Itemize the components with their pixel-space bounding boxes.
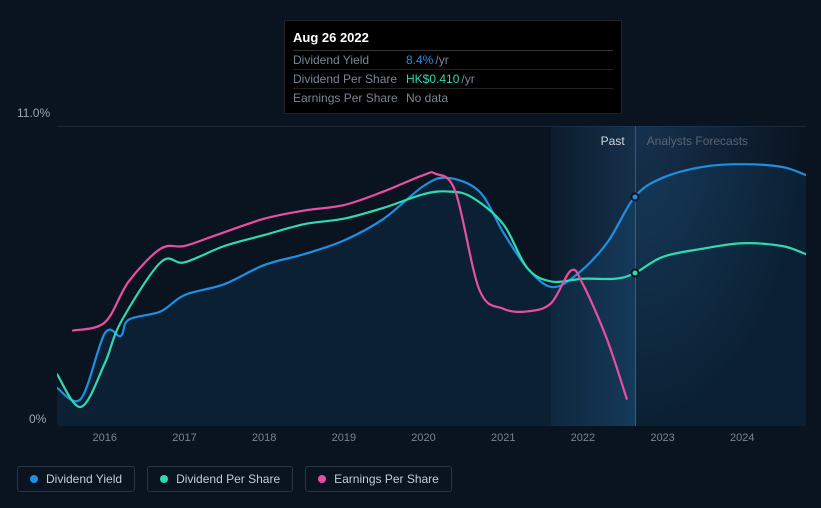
y-axis-max: 11.0% bbox=[17, 106, 50, 120]
x-tick: 2022 bbox=[571, 432, 595, 444]
x-tick: 2018 bbox=[252, 432, 276, 444]
series-area bbox=[57, 164, 806, 426]
x-tick: 2016 bbox=[93, 432, 117, 444]
series-marker bbox=[630, 192, 639, 201]
x-tick: 2024 bbox=[730, 432, 754, 444]
legend: Dividend Yield Dividend Per Share Earnings… bbox=[17, 466, 452, 492]
tooltip-row-unit: /yr bbox=[461, 72, 474, 86]
tooltip-row: Dividend Per ShareHK$0.410/yr bbox=[293, 70, 613, 89]
x-tick: 2023 bbox=[650, 432, 674, 444]
legend-item[interactable]: Dividend Per Share bbox=[147, 466, 293, 492]
tooltip-row-label: Earnings Per Share bbox=[293, 91, 406, 105]
legend-dot bbox=[318, 475, 326, 483]
tooltip-row-value: No data bbox=[406, 91, 448, 105]
legend-item[interactable]: Dividend Yield bbox=[17, 466, 135, 492]
y-axis-min: 0% bbox=[29, 412, 46, 426]
series-marker bbox=[630, 269, 639, 278]
tooltip-row-unit: /yr bbox=[435, 53, 448, 67]
tooltip-date: Aug 26 2022 bbox=[293, 27, 613, 51]
legend-label: Earnings Per Share bbox=[334, 472, 439, 486]
x-tick: 2020 bbox=[411, 432, 435, 444]
plot-area[interactable] bbox=[57, 126, 806, 426]
legend-dot bbox=[160, 475, 168, 483]
tooltip-row-value: 8.4% bbox=[406, 53, 433, 67]
x-tick: 2017 bbox=[172, 432, 196, 444]
tooltip-row-label: Dividend Per Share bbox=[293, 72, 406, 86]
tooltip-row-value: HK$0.410 bbox=[406, 72, 459, 86]
legend-label: Dividend Per Share bbox=[176, 472, 280, 486]
x-tick: 2019 bbox=[332, 432, 356, 444]
legend-item[interactable]: Earnings Per Share bbox=[305, 466, 452, 492]
chart: 11.0% 0% Past Analysts Forecasts 2016201… bbox=[17, 106, 806, 426]
tooltip-row-label: Dividend Yield bbox=[293, 53, 406, 67]
x-tick: 2021 bbox=[491, 432, 515, 444]
chart-tooltip: Aug 26 2022 Dividend Yield8.4%/yrDividen… bbox=[284, 20, 622, 114]
legend-label: Dividend Yield bbox=[46, 472, 122, 486]
tooltip-row: Dividend Yield8.4%/yr bbox=[293, 51, 613, 70]
legend-dot bbox=[30, 475, 38, 483]
tooltip-row: Earnings Per ShareNo data bbox=[293, 89, 613, 107]
x-axis: 2016 2017 2018 2019 2020 2021 2022 2023 2024 bbox=[57, 432, 806, 450]
